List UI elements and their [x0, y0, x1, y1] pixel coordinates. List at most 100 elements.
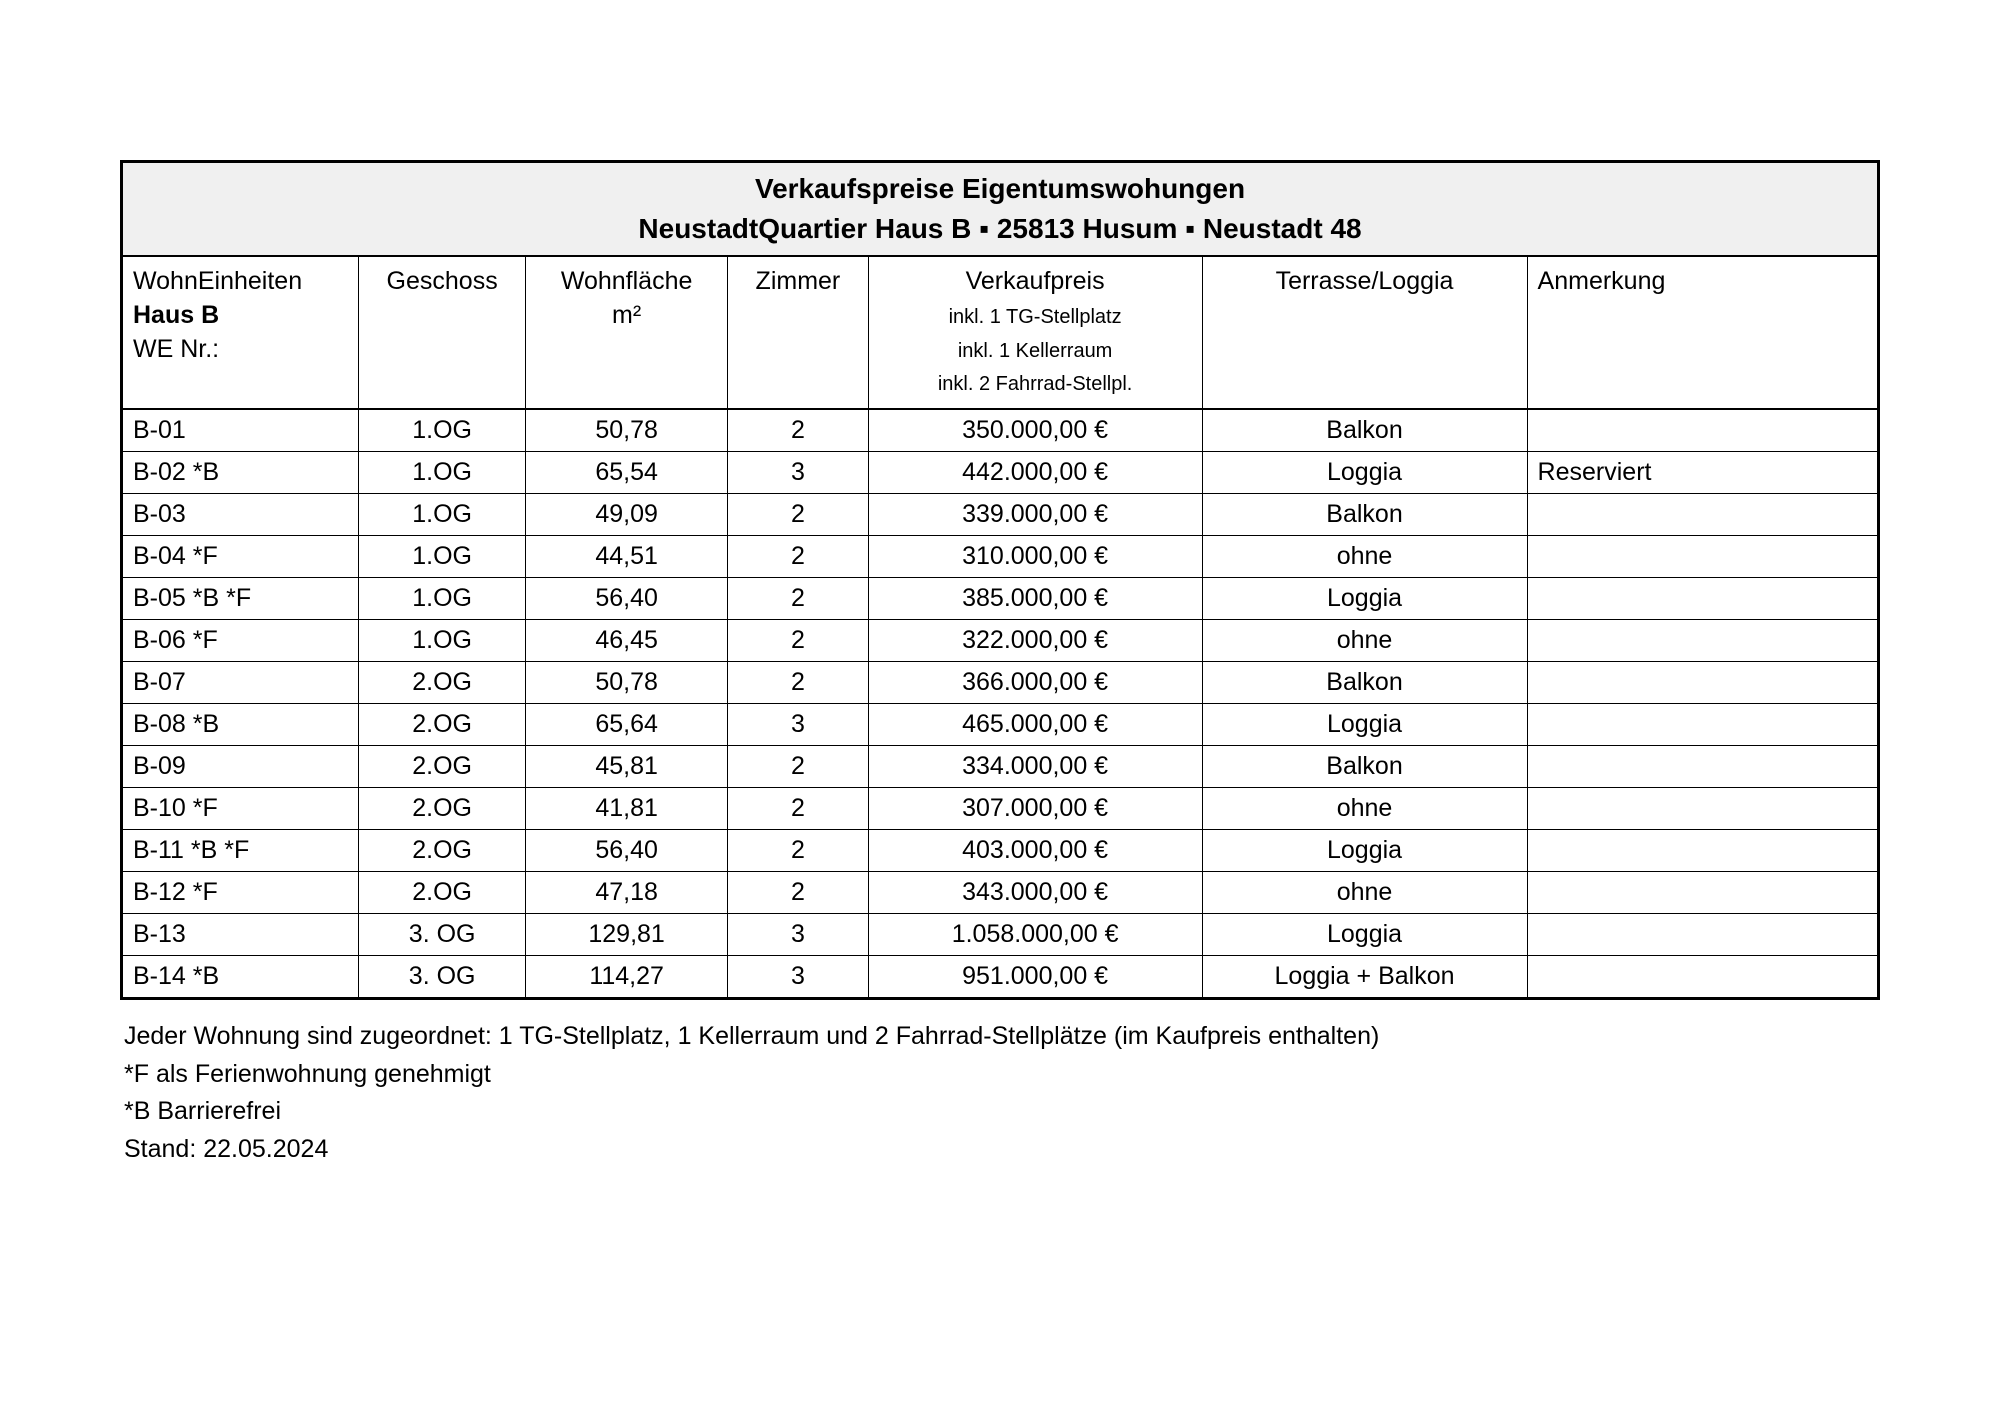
cell-terrace: ohne — [1202, 788, 1527, 830]
cell-rooms: 2 — [728, 578, 869, 620]
cell-rooms: 3 — [728, 452, 869, 494]
cell-floor: 2.OG — [359, 872, 526, 914]
col-header-unit-l2: Haus B — [133, 301, 219, 329]
cell-rooms: 2 — [728, 620, 869, 662]
cell-area: 47,18 — [526, 872, 728, 914]
cell-terrace: Loggia — [1202, 452, 1527, 494]
cell-terrace: Balkon — [1202, 494, 1527, 536]
cell-area: 49,09 — [526, 494, 728, 536]
cell-note — [1527, 662, 1878, 704]
cell-note — [1527, 788, 1878, 830]
cell-floor: 1.OG — [359, 452, 526, 494]
col-header-unit-l3: WE Nr.: — [133, 335, 219, 363]
cell-price: 951.000,00 € — [868, 956, 1202, 999]
table-row: B-133. OG129,8131.058.000,00 €Loggia — [122, 914, 1879, 956]
cell-area: 45,81 — [526, 746, 728, 788]
cell-terrace: Loggia — [1202, 704, 1527, 746]
cell-unit: B-04 *F — [122, 536, 359, 578]
cell-note — [1527, 956, 1878, 999]
col-header-terrace: Terrasse/Loggia — [1202, 256, 1527, 409]
cell-rooms: 2 — [728, 536, 869, 578]
cell-terrace: Loggia — [1202, 914, 1527, 956]
cell-floor: 2.OG — [359, 662, 526, 704]
cell-rooms: 2 — [728, 872, 869, 914]
cell-area: 41,81 — [526, 788, 728, 830]
table-row: B-031.OG49,092339.000,00 €Balkon — [122, 494, 1879, 536]
cell-price: 322.000,00 € — [868, 620, 1202, 662]
footnote-4: Stand: 22.05.2024 — [124, 1131, 1880, 1169]
table-row: B-05 *B *F1.OG56,402385.000,00 €Loggia — [122, 578, 1879, 620]
cell-note — [1527, 746, 1878, 788]
cell-note: Reserviert — [1527, 452, 1878, 494]
table-row: B-10 *F2.OG41,812307.000,00 €ohne — [122, 788, 1879, 830]
cell-rooms: 2 — [728, 830, 869, 872]
cell-rooms: 2 — [728, 409, 869, 452]
cell-note — [1527, 536, 1878, 578]
col-header-price-s2: inkl. 1 Kellerraum — [958, 340, 1113, 362]
footnotes: Jeder Wohnung sind zugeordnet: 1 TG-Stel… — [120, 1018, 1880, 1168]
cell-unit: B-02 *B — [122, 452, 359, 494]
table-subtitle: NeustadtQuartier Haus B ▪ 25813 Husum ▪ … — [122, 209, 1879, 256]
cell-floor: 1.OG — [359, 494, 526, 536]
cell-price: 366.000,00 € — [868, 662, 1202, 704]
cell-floor: 1.OG — [359, 536, 526, 578]
cell-terrace: ohne — [1202, 536, 1527, 578]
cell-area: 46,45 — [526, 620, 728, 662]
cell-note — [1527, 704, 1878, 746]
cell-unit: B-03 — [122, 494, 359, 536]
cell-price: 343.000,00 € — [868, 872, 1202, 914]
cell-unit: B-06 *F — [122, 620, 359, 662]
cell-note — [1527, 872, 1878, 914]
table-row: B-072.OG50,782366.000,00 €Balkon — [122, 662, 1879, 704]
table-row: B-011.OG50,782350.000,00 €Balkon — [122, 409, 1879, 452]
col-header-area: Wohnfläche m² — [526, 256, 728, 409]
cell-terrace: ohne — [1202, 620, 1527, 662]
col-header-unit-l1: WohnEinheiten — [133, 267, 302, 295]
cell-price: 350.000,00 € — [868, 409, 1202, 452]
cell-terrace: Loggia — [1202, 578, 1527, 620]
cell-terrace: Loggia + Balkon — [1202, 956, 1527, 999]
cell-floor: 1.OG — [359, 409, 526, 452]
table-row: B-12 *F2.OG47,182343.000,00 €ohne — [122, 872, 1879, 914]
col-header-area-l1: Wohnfläche — [561, 267, 693, 295]
cell-floor: 2.OG — [359, 830, 526, 872]
table-row: B-14 *B3. OG114,273951.000,00 €Loggia + … — [122, 956, 1879, 999]
col-header-rooms: Zimmer — [728, 256, 869, 409]
price-table: Verkaufspreise Eigentumswohungen Neustad… — [120, 160, 1880, 1000]
cell-rooms: 3 — [728, 704, 869, 746]
cell-terrace: Balkon — [1202, 662, 1527, 704]
cell-rooms: 2 — [728, 788, 869, 830]
cell-floor: 3. OG — [359, 914, 526, 956]
cell-area: 56,40 — [526, 830, 728, 872]
table-row: B-04 *F1.OG44,512310.000,00 €ohne — [122, 536, 1879, 578]
cell-floor: 1.OG — [359, 620, 526, 662]
cell-unit: B-01 — [122, 409, 359, 452]
cell-area: 65,64 — [526, 704, 728, 746]
cell-floor: 3. OG — [359, 956, 526, 999]
table-row: B-11 *B *F2.OG56,402403.000,00 €Loggia — [122, 830, 1879, 872]
cell-floor: 2.OG — [359, 746, 526, 788]
table-row: B-092.OG45,812334.000,00 €Balkon — [122, 746, 1879, 788]
col-header-price: Verkaufpreis inkl. 1 TG-Stellplatz inkl.… — [868, 256, 1202, 409]
cell-price: 442.000,00 € — [868, 452, 1202, 494]
table-row: B-02 *B1.OG65,543442.000,00 €LoggiaReser… — [122, 452, 1879, 494]
cell-price: 465.000,00 € — [868, 704, 1202, 746]
cell-floor: 2.OG — [359, 704, 526, 746]
cell-price: 310.000,00 € — [868, 536, 1202, 578]
col-header-price-s3: inkl. 2 Fahrrad-Stellpl. — [938, 373, 1133, 395]
cell-price: 385.000,00 € — [868, 578, 1202, 620]
cell-rooms: 2 — [728, 662, 869, 704]
cell-area: 50,78 — [526, 409, 728, 452]
cell-unit: B-13 — [122, 914, 359, 956]
cell-note — [1527, 620, 1878, 662]
col-header-price-l1: Verkaufpreis — [966, 267, 1105, 295]
cell-area: 65,54 — [526, 452, 728, 494]
col-header-area-l2: m² — [612, 301, 641, 329]
footnote-2: *F als Ferienwohnung genehmigt — [124, 1056, 1880, 1094]
cell-terrace: ohne — [1202, 872, 1527, 914]
cell-area: 44,51 — [526, 536, 728, 578]
cell-area: 114,27 — [526, 956, 728, 999]
cell-terrace: Balkon — [1202, 746, 1527, 788]
footnote-3: *B Barrierefrei — [124, 1093, 1880, 1131]
cell-rooms: 3 — [728, 914, 869, 956]
